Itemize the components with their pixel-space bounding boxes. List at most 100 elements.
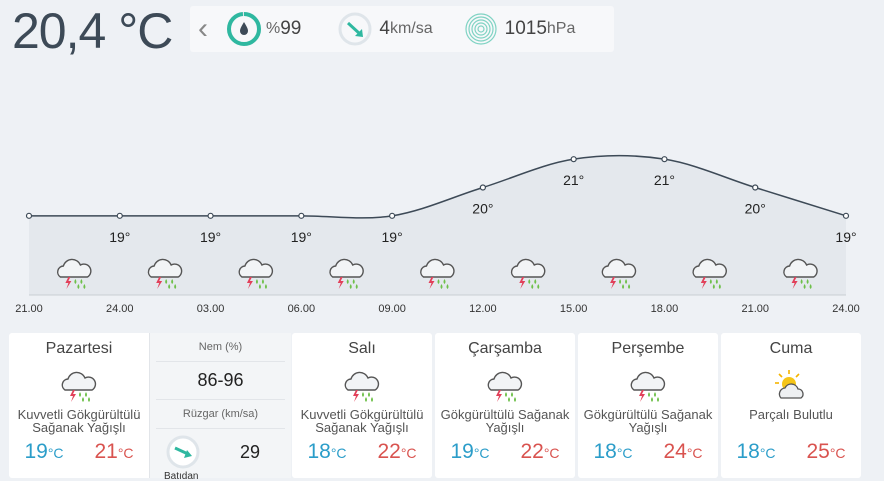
day-description: Gökgürültülü Sağanak Yağışlı <box>578 408 718 436</box>
temperature-label: 21° <box>563 172 584 188</box>
wind-speed: 29 <box>240 441 261 462</box>
min-temp: 18°C <box>307 440 347 463</box>
temperature-point <box>298 212 305 219</box>
thunderstorm-rain-icon <box>344 371 380 402</box>
day-temps: 18°C 24°C <box>578 440 718 464</box>
thunderstorm-rain-icon <box>420 258 455 289</box>
day-name: Salı <box>348 340 376 357</box>
day-description: Gökgürültülü Sağanak Yağışlı <box>435 408 575 436</box>
day-description-line1: Parçalı Bulutlu <box>749 407 833 422</box>
min-temp: 18°C <box>593 440 633 463</box>
max-temp: 21°C <box>94 440 134 463</box>
day-description-line1: Gökgürültülü Sağanak <box>583 407 713 422</box>
wind-unit: km/sa <box>389 20 433 37</box>
day-card-cuma[interactable]: Cuma Parçalı Bulutlu 18°C 25°C <box>721 333 861 478</box>
temperature-line <box>28 154 847 219</box>
hourly-temperature-chart: 21.00 19° 24.00 19° 03.00 19° 06.00 19° 09.00 20°… <box>15 154 860 315</box>
temperature-point <box>479 184 486 191</box>
temperature-label: 19° <box>835 229 856 245</box>
wind-arrow-icon <box>166 435 200 469</box>
humidity-prefix: % <box>266 20 281 37</box>
wind-value: 4 <box>379 18 390 39</box>
divider <box>156 361 285 362</box>
temperature-point <box>116 212 123 219</box>
temperature-label: 21° <box>654 172 675 188</box>
thunderstorm-rain-icon <box>329 258 364 289</box>
temperature-point <box>25 212 33 219</box>
min-temp: 19°C <box>24 440 64 463</box>
day-card-pazartesi[interactable]: Pazartesi Kuvvetli Gökgürültülü Sağanak … <box>9 333 291 481</box>
max-temp: 24°C <box>663 440 703 463</box>
day-summary: Pazartesi Kuvvetli Gökgürültülü Sağanak … <box>9 333 149 478</box>
day-name: Perşembe <box>611 340 685 357</box>
day-name: Cuma <box>769 340 813 357</box>
day-temps: 18°C 25°C <box>721 440 861 464</box>
temperature-label: 20° <box>472 201 493 217</box>
max-temp: 25°C <box>806 440 846 463</box>
day-description-line1: Gökgürültülü Sağanak <box>440 407 570 422</box>
temperature-point <box>207 212 214 219</box>
day-name: Pazartesi <box>45 340 113 357</box>
humidity-stat: % 99 <box>226 11 301 47</box>
max-temp: 22°C <box>520 440 560 463</box>
day-description: Kuvvetli Gökgürültülü Sağanak Yağışlı <box>9 408 149 436</box>
chevron-left-icon[interactable]: ‹ <box>198 12 208 45</box>
max-temp: 22°C <box>377 440 417 463</box>
day-name: Çarşamba <box>468 340 542 357</box>
day-temps: 19°C 22°C <box>435 440 575 464</box>
thunderstorm-rain-icon <box>692 258 727 289</box>
temperature-point <box>752 184 759 191</box>
day-description: Parçalı Bulutlu <box>721 408 861 436</box>
thunderstorm-rain-icon <box>147 258 183 289</box>
current-stats-bar: ‹ % 99 4 km/sa 1015 hPa <box>190 6 614 52</box>
day-description-line1: Kuvvetli Gökgürültülü <box>300 407 424 422</box>
x-tick-label: 12.00 <box>469 303 497 315</box>
current-temperature: 20,4 °C <box>12 3 173 59</box>
day-description-line1: Kuvvetli Gökgürültülü <box>17 407 141 422</box>
thunderstorm-rain-icon <box>630 371 666 402</box>
thunderstorm-rain-icon <box>510 258 546 289</box>
wind-direction: Batıdan <box>164 471 199 481</box>
x-tick-label: 21.00 <box>741 303 769 315</box>
pressure-rings-icon <box>465 13 497 45</box>
droplet-icon <box>227 12 261 46</box>
day-description: Kuvvetli Gökgürültülü Sağanak Yağışlı <box>292 408 432 436</box>
temperature-label: 19° <box>291 229 312 245</box>
day-temps: 19°C 21°C <box>9 440 149 464</box>
temperature-point <box>842 212 850 219</box>
pressure-stat: 1015 hPa <box>463 11 576 47</box>
temperature-label: 19° <box>200 229 221 245</box>
pressure-value: 1015 <box>504 18 547 39</box>
thunderstorm-rain-icon <box>783 258 818 289</box>
divider <box>156 399 285 400</box>
day-description-line2: Yağışlı <box>485 420 525 435</box>
day-card-persembe[interactable]: Perşembe Gökgürültülü Sağanak Yağışlı 18… <box>578 333 718 478</box>
temperature-label: 19° <box>109 229 130 245</box>
wind-stat: 4 km/sa <box>337 11 433 47</box>
chart-area <box>29 155 846 295</box>
day-card-sali[interactable]: Salı Kuvvetli Gökgürültülü Sağanak Yağış… <box>292 333 432 478</box>
wind-arrow-icon <box>338 12 372 46</box>
x-tick-label: 24.00 <box>832 303 860 315</box>
temperature-label: 20° <box>745 201 766 217</box>
day-description-line2: Sağanak Yağışlı <box>315 420 409 435</box>
day-card-carsamba[interactable]: Çarşamba Gökgürültülü Sağanak Yağışlı 19… <box>435 333 575 478</box>
x-tick-label: 09.00 <box>378 303 406 315</box>
thunderstorm-rain-icon <box>601 258 637 289</box>
thunderstorm-rain-icon <box>61 371 97 402</box>
x-tick-label: 18.00 <box>651 303 679 315</box>
temperature-point <box>661 156 668 163</box>
humidity-range: 86-96 <box>197 370 244 390</box>
thunderstorm-rain-icon <box>57 258 92 289</box>
x-tick-label: 24.00 <box>106 303 134 315</box>
x-tick-label: 06.00 <box>288 303 316 315</box>
x-tick-label: 15.00 <box>560 303 588 315</box>
x-tick-label: 03.00 <box>197 303 225 315</box>
pressure-unit: hPa <box>546 20 576 37</box>
thunderstorm-rain-icon <box>238 258 274 289</box>
x-tick-label: 21.00 <box>15 303 43 315</box>
day-description-line2: Yağışlı <box>628 420 668 435</box>
wind-label: Rüzgar (km/sa) <box>182 408 259 420</box>
min-temp: 18°C <box>736 440 776 463</box>
humidity-label: Nem (%) <box>198 341 243 353</box>
